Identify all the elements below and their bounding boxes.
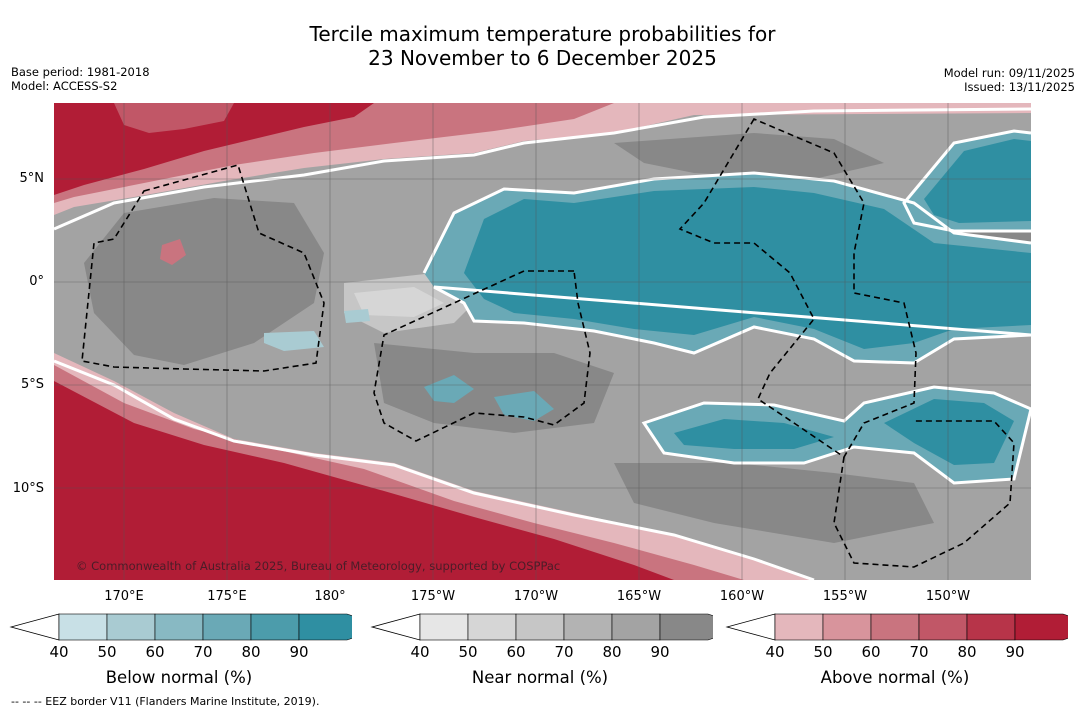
colorbar-above (725, 613, 1068, 641)
near-normal-dark-south (614, 463, 934, 543)
colorbar-tick-label: 50 (813, 643, 833, 661)
lon-label: 155°W (822, 589, 868, 604)
lon-label: 165°W (616, 589, 662, 604)
colorbar-lower-extension (9, 613, 60, 641)
eez-east-south (833, 420, 1015, 568)
lat-label: 5°N (19, 171, 45, 186)
eez-central (373, 270, 591, 442)
title-line-2: 23 November to 6 December 2025 (368, 46, 717, 70)
colorbar-segment (202, 613, 252, 641)
near-normal-light-b (354, 287, 444, 317)
contour-teal-se (641, 385, 1031, 485)
contour-north (54, 107, 1031, 231)
colorbar-tick-label: 40 (49, 643, 69, 661)
model-name: Model: ACCESS-S2 (11, 79, 118, 93)
colorbar-tick-label: 70 (554, 643, 574, 661)
below-normal-small-b (494, 391, 554, 421)
colorbar-segment (966, 613, 1016, 641)
colorbar-segment (515, 613, 565, 641)
model-run: Model run: 09/11/2025 (943, 66, 1075, 80)
colorbar-tick-label: 80 (957, 643, 977, 661)
chart-title: Tercile maximum temperature probabilitie… (0, 22, 1085, 70)
above-normal-north-shade (114, 103, 234, 133)
colorbar-segment (419, 613, 469, 641)
colorbar-tick-label: 70 (909, 643, 929, 661)
colorbar-segment (1014, 613, 1068, 641)
colorbar-tick-label: 60 (861, 643, 881, 661)
colorbar-tick-label: 40 (410, 643, 430, 661)
lat-label: 0° (29, 274, 44, 289)
meta-left: Base period: 1981-2018 Model: ACCESS-S2 (11, 65, 150, 93)
below-normal-small-d (344, 309, 370, 323)
probability-map: © Commonwealth of Australia 2025, Bureau… (54, 103, 1031, 580)
colorbar-tick-label: 90 (289, 643, 309, 661)
colorbar-segment (918, 613, 968, 641)
lat-label: 10°S (12, 481, 44, 496)
above-normal-island-spot (160, 239, 186, 265)
eez-west (81, 164, 325, 372)
legend-title-near: Near normal (%) (471, 668, 609, 687)
contour-teal-ne (902, 129, 1031, 233)
colorbar-tick-label: 80 (602, 643, 622, 661)
eez-footnote: -- -- -- EEZ border V11 (Flanders Marine… (11, 695, 320, 708)
contour-teal-main (422, 171, 1031, 365)
colorbar-lower-extension (370, 613, 421, 641)
colorbar-segment (870, 613, 920, 641)
lon-label: 180° (314, 589, 346, 604)
near-normal-dark-center (374, 343, 614, 433)
eez-borders (81, 117, 1015, 568)
colorbar-lower-extension (725, 613, 776, 641)
lon-label: 160°W (719, 589, 765, 604)
legend-title-below: Below normal (%) (105, 668, 253, 687)
colorbar-segment (659, 613, 713, 641)
issued-date: Issued: 13/11/2025 (964, 80, 1075, 94)
colorbar-tick-label: 90 (1005, 643, 1025, 661)
contour-south (54, 359, 815, 580)
lon-label: 150°W (925, 589, 971, 604)
colorbar-segment (106, 613, 156, 641)
copyright-text: © Commonwealth of Australia 2025, Bureau… (76, 559, 560, 573)
lon-label: 170°W (513, 589, 559, 604)
title-line-1: Tercile maximum temperature probabilitie… (309, 22, 776, 46)
near-normal-dark-west (84, 198, 324, 365)
colorbar-tick-label: 60 (145, 643, 165, 661)
colorbar-segment (154, 613, 204, 641)
near-normal-dark-north (614, 133, 884, 179)
colorbar-segment (774, 613, 824, 641)
below-normal-small-c (264, 331, 324, 351)
colorbar-tick-label: 90 (650, 643, 670, 661)
below-normal-se-core (674, 419, 834, 449)
colorbar-segment (298, 613, 352, 641)
gridlines (54, 103, 1031, 580)
colorbar-tick-label: 70 (193, 643, 213, 661)
colorbar-segment (563, 613, 613, 641)
below-normal-ne-core (924, 139, 1031, 223)
legend-title-above: Above normal (%) (820, 668, 970, 687)
colorbar-segment (822, 613, 872, 641)
above-normal-south-dark (54, 381, 674, 580)
below-normal-main-core (464, 187, 1031, 349)
colorbar-tick-label: 50 (458, 643, 478, 661)
lon-label: 175°E (207, 589, 247, 604)
below-normal-se-core-2 (884, 399, 1014, 465)
colorbar-tick-label: 80 (241, 643, 261, 661)
colorbar-segment (467, 613, 517, 641)
lon-label: 175°W (410, 589, 456, 604)
eez-east-north (678, 117, 917, 459)
colorbar-segment (611, 613, 661, 641)
colorbar-segment (250, 613, 300, 641)
colorbar-tick-label: 40 (765, 643, 785, 661)
colorbar-segment (58, 613, 108, 641)
colorbar-near (370, 613, 713, 641)
colorbar-below (9, 613, 352, 641)
lon-label: 170°E (104, 589, 144, 604)
lat-label: 5°S (20, 377, 44, 392)
below-normal-small-a (424, 375, 474, 403)
base-period: Base period: 1981-2018 (11, 65, 150, 79)
colorbar-tick-label: 50 (97, 643, 117, 661)
meta-right: Model run: 09/11/2025 Issued: 13/11/2025 (944, 66, 1075, 94)
colorbar-tick-label: 60 (506, 643, 526, 661)
